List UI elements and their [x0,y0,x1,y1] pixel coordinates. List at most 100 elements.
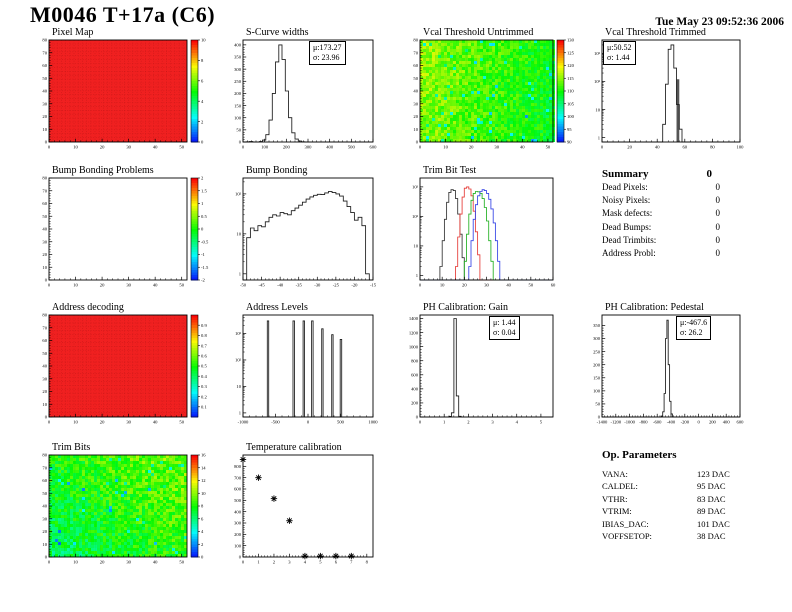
svg-text:8: 8 [201,58,204,63]
svg-text:20: 20 [627,145,632,150]
s-curve-mean: μ:173.27 [313,43,342,52]
svg-text:1200: 1200 [409,330,419,335]
svg-text:40: 40 [520,145,525,150]
param-value: 123 DAC [697,469,730,479]
svg-text:80: 80 [710,145,715,150]
address-decoding-title: Address decoding [52,302,124,313]
svg-text:-1400: -1400 [597,420,608,425]
svg-text:6: 6 [201,516,204,521]
summary-header-value: 0 [706,168,713,180]
svg-text:0.2: 0.2 [201,394,207,399]
svg-text:50: 50 [179,560,184,565]
svg-text:100: 100 [593,389,601,394]
vcal-trimmed-title: Vcal Threshold Trimmed [605,27,706,38]
svg-text:-15: -15 [370,283,377,288]
svg-text:600: 600 [234,487,242,492]
svg-text:0: 0 [48,145,51,150]
param-value: 0 [715,182,721,192]
vcal-untrimmed-chart: 0 10 20 30 40 50 0 10 20 30 40 50 60 70 80 130 125 120 115… [400,36,585,155]
svg-text:40: 40 [42,504,47,509]
ph-gain-chart: 0 1 2 3 4 5 0 200 400 600 800 1000 1200 1400 [400,311,561,430]
svg-text:80: 80 [42,38,47,43]
svg-text:80: 80 [413,38,418,43]
svg-text:10: 10 [443,145,448,150]
svg-text:0: 0 [598,415,601,420]
summary-header: Summary 0 [602,168,722,182]
bump-bonding-title: Bump Bonding [246,165,308,176]
svg-text:1: 1 [239,411,242,416]
svg-text:30: 30 [413,101,418,106]
svg-text:0: 0 [45,555,48,560]
svg-text:40: 40 [153,283,158,288]
svg-text:4: 4 [304,560,307,565]
bump-problems-title: Bump Bonding Problems [52,165,154,176]
svg-text:0: 0 [601,145,604,150]
summary-rows: Dead Pixels: 0 Noisy Pixels: 0 Mask defects:… [602,182,722,261]
op-parameters-header-label: Op. Parameters [602,449,677,461]
svg-text:40: 40 [42,227,47,232]
svg-text:300: 300 [234,521,242,526]
svg-text:600: 600 [370,145,378,150]
svg-text:200: 200 [593,362,601,367]
svg-text:20: 20 [413,114,418,119]
svg-text:0.9: 0.9 [201,323,207,328]
svg-text:3: 3 [288,560,291,565]
trim-bit-test-chart: 0 10 20 30 40 50 60 1 10 10² 10³ [400,174,561,293]
param-value: 89 DAC [697,506,726,517]
svg-text:50: 50 [42,351,47,356]
svg-text:30: 30 [42,239,47,244]
svg-text:0.6: 0.6 [201,354,207,359]
param-row: Noisy Pixels: 0 [602,195,722,208]
trim-bit-test-title: Trim Bit Test [423,165,477,176]
svg-text:200: 200 [234,91,242,96]
svg-text:7: 7 [350,560,353,565]
svg-text:500: 500 [234,498,242,503]
svg-text:0: 0 [419,283,422,288]
svg-text:0: 0 [201,227,204,232]
s-curve-sigma: σ: 23.96 [313,53,340,62]
param-value: 83 DAC [697,493,726,504]
param-row: VANA: 123 DAC [602,469,737,481]
svg-text:20: 20 [469,145,474,150]
svg-text:0: 0 [201,555,204,560]
svg-text:-500: -500 [271,420,280,425]
svg-text:1: 1 [443,420,446,425]
svg-text:5: 5 [540,420,543,425]
svg-text:20: 20 [100,283,105,288]
svg-text:600: 600 [737,420,745,425]
svg-text:80: 80 [42,453,47,458]
svg-text:30: 30 [126,283,131,288]
svg-text:400: 400 [411,387,419,392]
svg-text:50: 50 [179,420,184,425]
param-label: Dead Bumps: [602,221,652,232]
param-row: Dead Bumps: 0 [602,222,722,235]
param-label: IBIAS_DAC: [602,518,649,529]
svg-text:10: 10 [440,283,445,288]
svg-text:-25: -25 [333,283,340,288]
svg-text:10²: 10² [235,358,242,363]
ph-gain-title: PH Calibration: Gain [423,302,508,313]
svg-text:-20: -20 [351,283,358,288]
vcal-untrimmed-title: Vcal Threshold Untrimmed [423,27,534,38]
svg-text:0.5: 0.5 [201,214,207,219]
svg-text:500: 500 [348,145,356,150]
param-value: 0 [715,195,721,206]
op-parameters-rows: VANA: 123 DAC CALDEL: 95 DAC VTHR: 83 DAC VTRI… [602,469,737,543]
svg-text:0.5: 0.5 [201,364,207,369]
svg-text:10²: 10² [412,214,419,219]
svg-text:150: 150 [234,103,242,108]
svg-text:90: 90 [567,140,572,145]
op-parameters-header: Op. Parameters [602,449,737,463]
svg-text:0: 0 [242,145,245,150]
svg-text:60: 60 [551,283,556,288]
svg-text:20: 20 [100,145,105,150]
svg-text:800: 800 [234,464,242,469]
svg-text:10³: 10³ [594,51,601,56]
svg-text:200: 200 [411,401,419,406]
svg-text:-1000: -1000 [624,420,635,425]
svg-text:0: 0 [45,278,48,283]
param-label: CALDEL: [602,481,638,492]
param-label: Noisy Pixels: [602,195,651,206]
svg-text:70: 70 [42,188,47,193]
svg-text:20: 20 [42,529,47,534]
